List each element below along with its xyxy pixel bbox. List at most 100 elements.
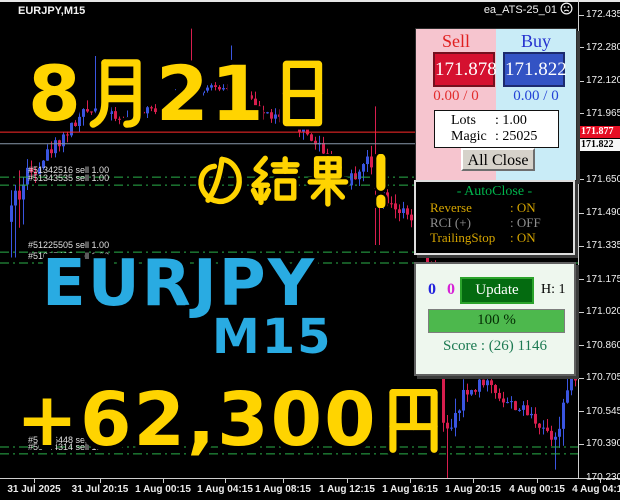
candle-body xyxy=(490,380,493,386)
overlay-char: M xyxy=(212,309,262,366)
price-tick xyxy=(579,345,584,347)
candle-body xyxy=(18,190,21,200)
price-tick xyxy=(579,14,584,16)
trade-panel: Sell Buy 171.878 171.822 0.00 / 0 0.00 /… xyxy=(415,28,577,181)
overlay-amount-text: +6 2, 3 0 0 xyxy=(16,379,449,460)
order-label: #51343535 sell 1.00 xyxy=(28,173,110,184)
candle-body xyxy=(310,134,313,141)
cjk-glyph xyxy=(86,57,144,131)
candle-body xyxy=(34,172,37,175)
candle-body xyxy=(158,109,161,112)
candle-body xyxy=(78,116,81,127)
candle-body xyxy=(110,111,113,114)
order-label: #51342516 sell 1.00 xyxy=(28,165,110,176)
candle-body xyxy=(450,427,453,429)
candle-body xyxy=(426,243,429,269)
hedge-count-label: H: 1 xyxy=(541,282,566,297)
candle-body xyxy=(222,88,225,90)
time-tick-label: 1 Aug 20:15 xyxy=(445,484,501,495)
candle-body xyxy=(62,134,65,147)
buy-price-button[interactable]: 171.822 xyxy=(503,52,567,87)
candle-body xyxy=(186,95,189,101)
time-tick xyxy=(225,479,226,483)
candle-body xyxy=(410,214,413,221)
candle-body xyxy=(458,410,461,413)
magic-row: Magic: 25025 xyxy=(451,129,558,145)
candle-body xyxy=(242,92,245,95)
candle-body xyxy=(478,379,481,392)
candle-body xyxy=(86,109,89,112)
order-label: #50846448 sell 1.00 xyxy=(28,434,110,445)
overlay-char: 3 xyxy=(217,376,271,463)
candle-body xyxy=(362,164,365,172)
time-tick xyxy=(537,479,538,483)
price-tick-label: 170.705 xyxy=(586,372,620,384)
candle-body xyxy=(230,88,233,90)
price-tick-label: 171.020 xyxy=(586,306,620,318)
candle-body xyxy=(202,90,205,94)
cjk-glyph xyxy=(248,153,301,208)
chart-symbol-label: EURJPY,M15 xyxy=(18,5,86,17)
order-label: #51005495 sell 1.00 xyxy=(28,251,110,261)
price-tick-label: 172.435 xyxy=(586,9,620,20)
candle-body xyxy=(38,168,41,175)
magic-label: Magic xyxy=(451,129,487,144)
candle-body xyxy=(474,390,477,392)
reverse-label: Reverse xyxy=(430,200,472,215)
candle-body xyxy=(558,428,561,437)
ea-caption: ea_ATS-25_01 xyxy=(483,2,573,18)
candle-body xyxy=(266,112,269,114)
candle-body xyxy=(470,390,473,395)
all-close-button[interactable]: All Close xyxy=(461,148,535,171)
candle-body xyxy=(246,92,249,96)
autoclose-row-reverse: Reverse : ON xyxy=(416,200,573,215)
candle-body xyxy=(30,167,33,173)
candle-body xyxy=(118,118,121,120)
time-tick-label: 1 Aug 12:15 xyxy=(319,484,375,495)
price-tick-label: 171.335 xyxy=(586,240,620,251)
rci-value: : OFF xyxy=(510,215,541,230)
buy-stats: 0.00 / 0 xyxy=(513,88,559,104)
price-tick xyxy=(579,411,584,413)
rci-label: RCI (+) xyxy=(430,215,471,230)
cjk-glyph xyxy=(279,57,326,130)
update-button[interactable]: Update xyxy=(460,277,534,304)
candle-body xyxy=(198,90,201,94)
candle-body xyxy=(442,358,445,423)
candle-body xyxy=(370,156,373,168)
order-label: #50844314 sell 1.00 xyxy=(28,441,110,452)
candle-body xyxy=(566,390,569,403)
time-tick xyxy=(283,479,284,483)
price-tick xyxy=(579,443,584,445)
price-tick xyxy=(579,279,584,281)
candle-body xyxy=(358,171,361,180)
candle-body xyxy=(498,392,501,399)
candle-body xyxy=(514,401,517,411)
overlay-char: R xyxy=(141,247,193,322)
candle-body xyxy=(206,87,209,91)
overlay-char: E xyxy=(42,247,88,322)
candle-body xyxy=(482,379,485,386)
overlay-char: U xyxy=(87,247,142,322)
time-axis-line xyxy=(0,478,620,479)
time-tick xyxy=(163,479,164,483)
bid-price-tag: 171.877 xyxy=(579,126,620,138)
price-axis-line xyxy=(578,0,579,478)
time-tick-label: 31 Jul 20:15 xyxy=(71,484,129,495)
ea-name-label: ea_ATS-25_01 xyxy=(483,4,557,16)
sell-price-button[interactable]: 171.878 xyxy=(433,52,497,87)
candle-body xyxy=(534,413,537,424)
price-tick-label: 171.965 xyxy=(586,107,620,119)
candle-body xyxy=(46,149,49,161)
candle-body xyxy=(146,107,149,114)
candle-body xyxy=(154,108,157,112)
progress-bar: 100 % xyxy=(428,309,565,333)
sad-face-icon xyxy=(560,2,573,18)
candle-body xyxy=(538,423,541,428)
overlay-char: J xyxy=(192,247,219,322)
pending-count-blue: 0 xyxy=(428,281,436,298)
time-tick xyxy=(34,479,35,483)
candle-body xyxy=(150,107,153,109)
order-label: #51225505 sell 1.00 xyxy=(28,240,110,251)
